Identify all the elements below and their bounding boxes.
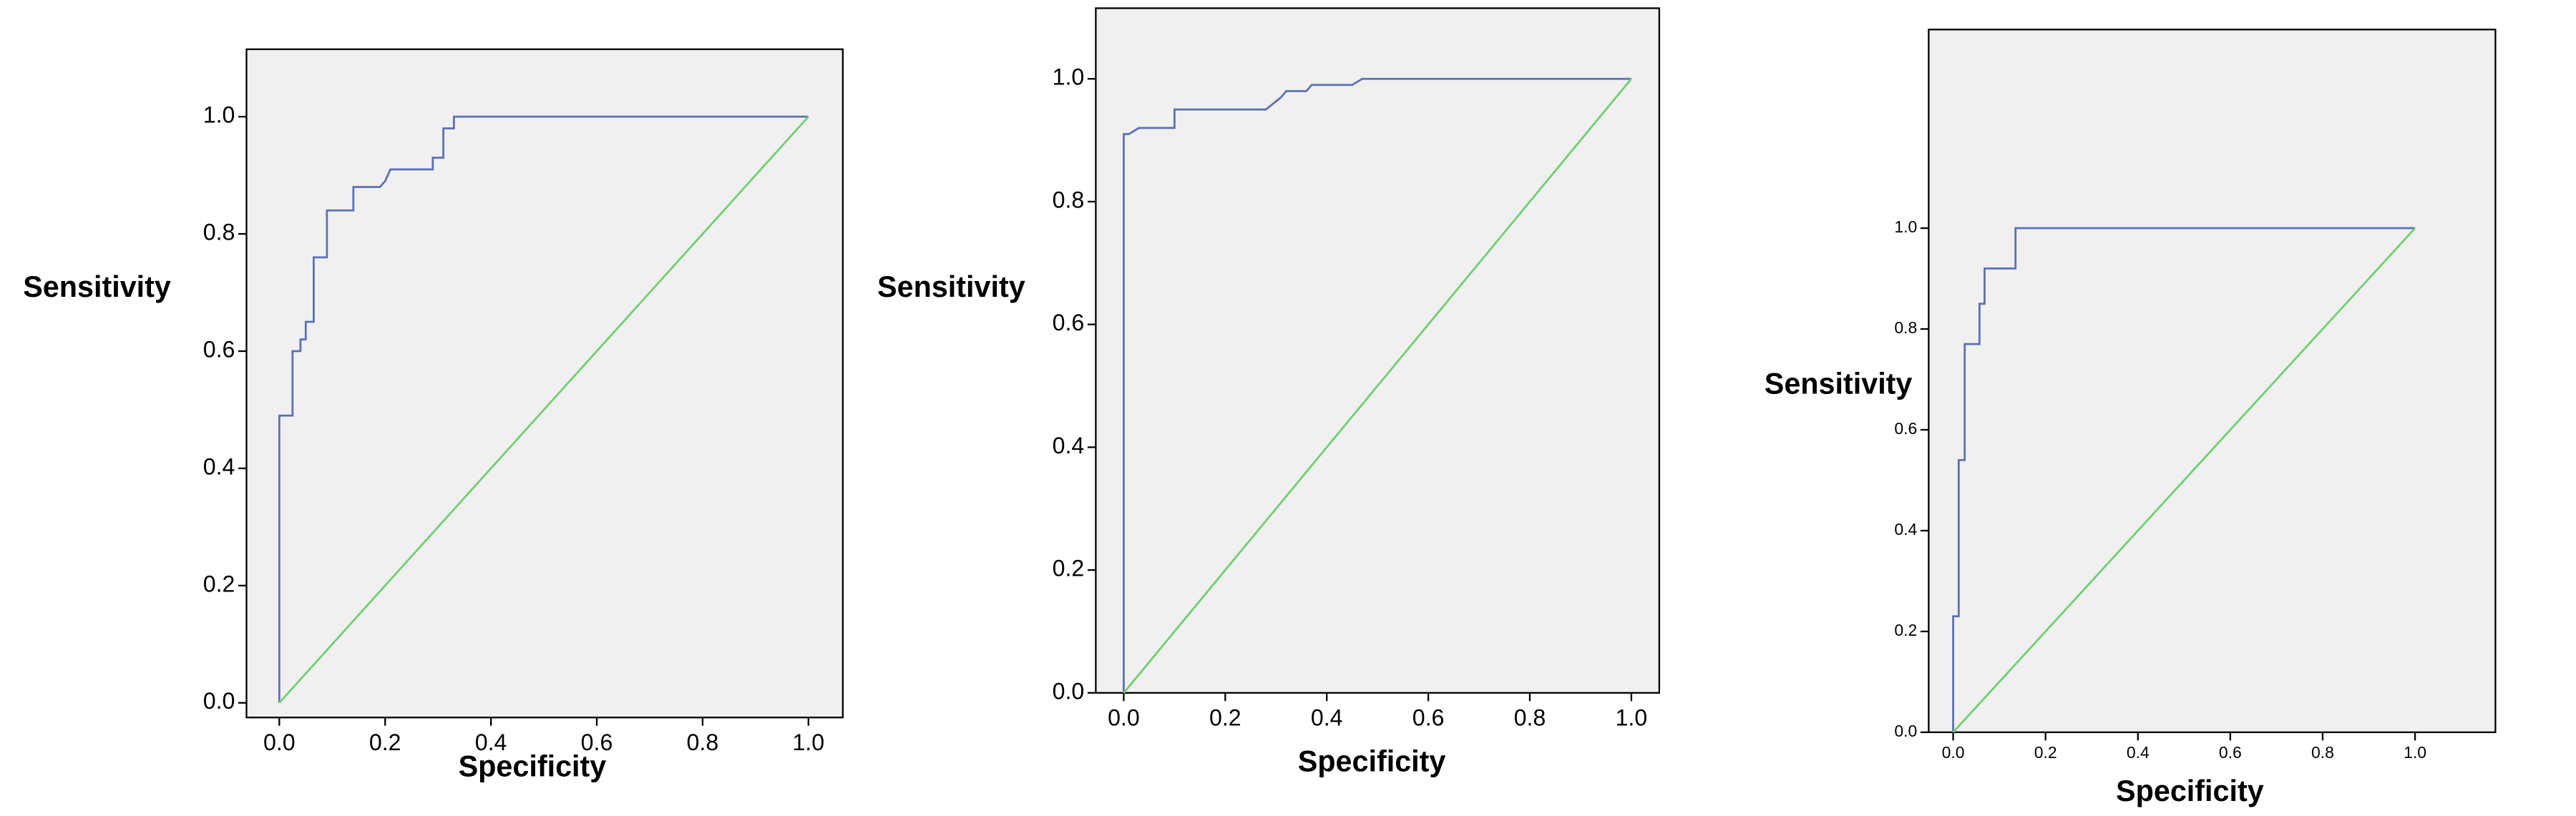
plot-area [1095,7,1660,694]
x-tick-label: 0.0 [1108,704,1140,730]
roc-line [278,116,809,704]
y-tick-label: 0.4 [1894,520,1917,539]
x-tick-label: 1.0 [1615,704,1647,730]
y-tick-label: 0.2 [1053,556,1085,581]
x-tick-label: 0.4 [475,729,507,755]
x-axis-title: Specificity [1298,744,1446,777]
y-tick-label: 1.0 [1053,64,1085,90]
y-tick-label: 0.4 [1053,433,1085,458]
x-tick-label: 0.6 [2219,743,2242,762]
y-tick-label: 0.0 [1053,678,1085,704]
x-tick-label: 0.2 [369,729,401,755]
y-tick-label: 0.0 [1894,722,1917,740]
roc-line [1123,77,1631,693]
x-tick-label: 0.4 [2127,743,2150,762]
x-axis-title: Specificity [459,749,607,782]
x-tick-label: 0.8 [2311,743,2334,762]
x-tick-label: 0.6 [581,729,613,755]
x-tick-label: 0.6 [1413,704,1445,730]
x-tick-label: 1.0 [792,729,824,755]
x-tick-label: 0.2 [1209,704,1241,730]
y-tick-label: 0.6 [1053,310,1085,335]
y-tick-label: 0.8 [1053,187,1085,212]
plot-area [245,48,844,719]
x-tick-label: 1.0 [2404,743,2426,762]
y-tick-label: 1.0 [203,102,235,128]
plot-area [1928,29,2497,734]
y-tick-label: 0.0 [203,688,235,714]
x-tick-label: 0.0 [263,729,296,755]
x-tick-label: 0.2 [2034,743,2057,762]
roc-line [1952,227,2416,732]
roc-line [278,115,809,703]
y-tick-label: 0.6 [1894,419,1917,438]
y-tick-label: 1.0 [1894,217,1917,236]
y-tick-label: 0.6 [203,336,235,362]
y-tick-label: 0.4 [203,453,235,479]
y-axis-title: Sensitivity [1765,367,1913,400]
x-tick-label: 0.4 [1311,704,1343,730]
y-tick-label: 0.8 [1894,318,1917,337]
y-axis-title: Sensitivity [23,270,171,303]
y-tick-label: 0.2 [203,571,235,596]
roc-line [1952,227,2416,733]
x-tick-label: 0.8 [1514,704,1546,730]
y-tick-label: 0.2 [1894,621,1917,639]
y-tick-label: 0.8 [203,220,235,245]
x-axis-title: Specificity [2116,775,2264,807]
roc-line [1123,78,1632,694]
x-tick-label: 0.0 [1942,743,1965,762]
x-tick-label: 0.8 [687,729,719,755]
y-axis-title: Sensitivity [877,270,1025,303]
